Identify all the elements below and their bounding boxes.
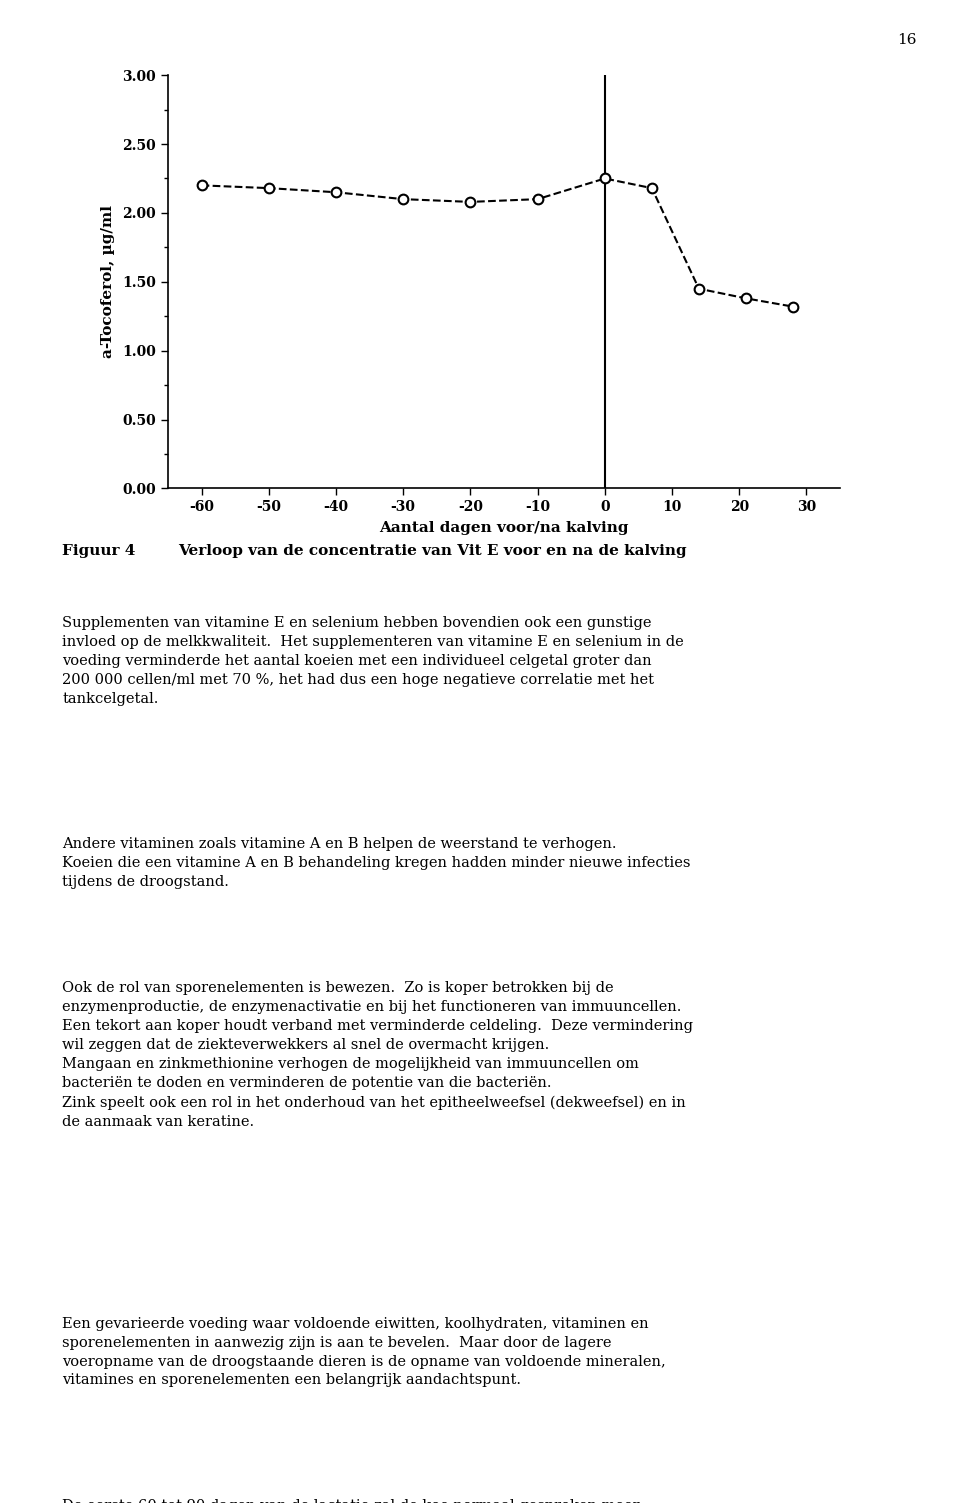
Text: 16: 16 <box>898 33 917 47</box>
Text: Supplementen van vitamine E en selenium hebben bovendien ook een gunstige
invloe: Supplementen van vitamine E en selenium … <box>62 616 684 706</box>
X-axis label: Aantal dagen voor/na kalving: Aantal dagen voor/na kalving <box>379 522 629 535</box>
Text: Andere vitaminen zoals vitamine A en B helpen de weerstand te verhogen.
Koeien d: Andere vitaminen zoals vitamine A en B h… <box>62 837 691 888</box>
Text: Figuur 4: Figuur 4 <box>62 544 135 558</box>
Y-axis label: a-Tocoferol, µg/ml: a-Tocoferol, µg/ml <box>102 206 115 358</box>
Text: Ook de rol van sporenelementen is bewezen.  Zo is koper betrokken bij de
enzymen: Ook de rol van sporenelementen is beweze… <box>62 981 693 1129</box>
Text: De eerste 60 tot 90 dagen van de lactatie zal de koe normaal gesproken meer
ener: De eerste 60 tot 90 dagen van de lactati… <box>62 1500 680 1503</box>
Text: Verloop van de concentratie van Vit E voor en na de kalving: Verloop van de concentratie van Vit E vo… <box>178 544 686 558</box>
Text: Een gevarieerde voeding waar voldoende eiwitten, koolhydraten, vitaminen en
spor: Een gevarieerde voeding waar voldoende e… <box>62 1317 666 1387</box>
